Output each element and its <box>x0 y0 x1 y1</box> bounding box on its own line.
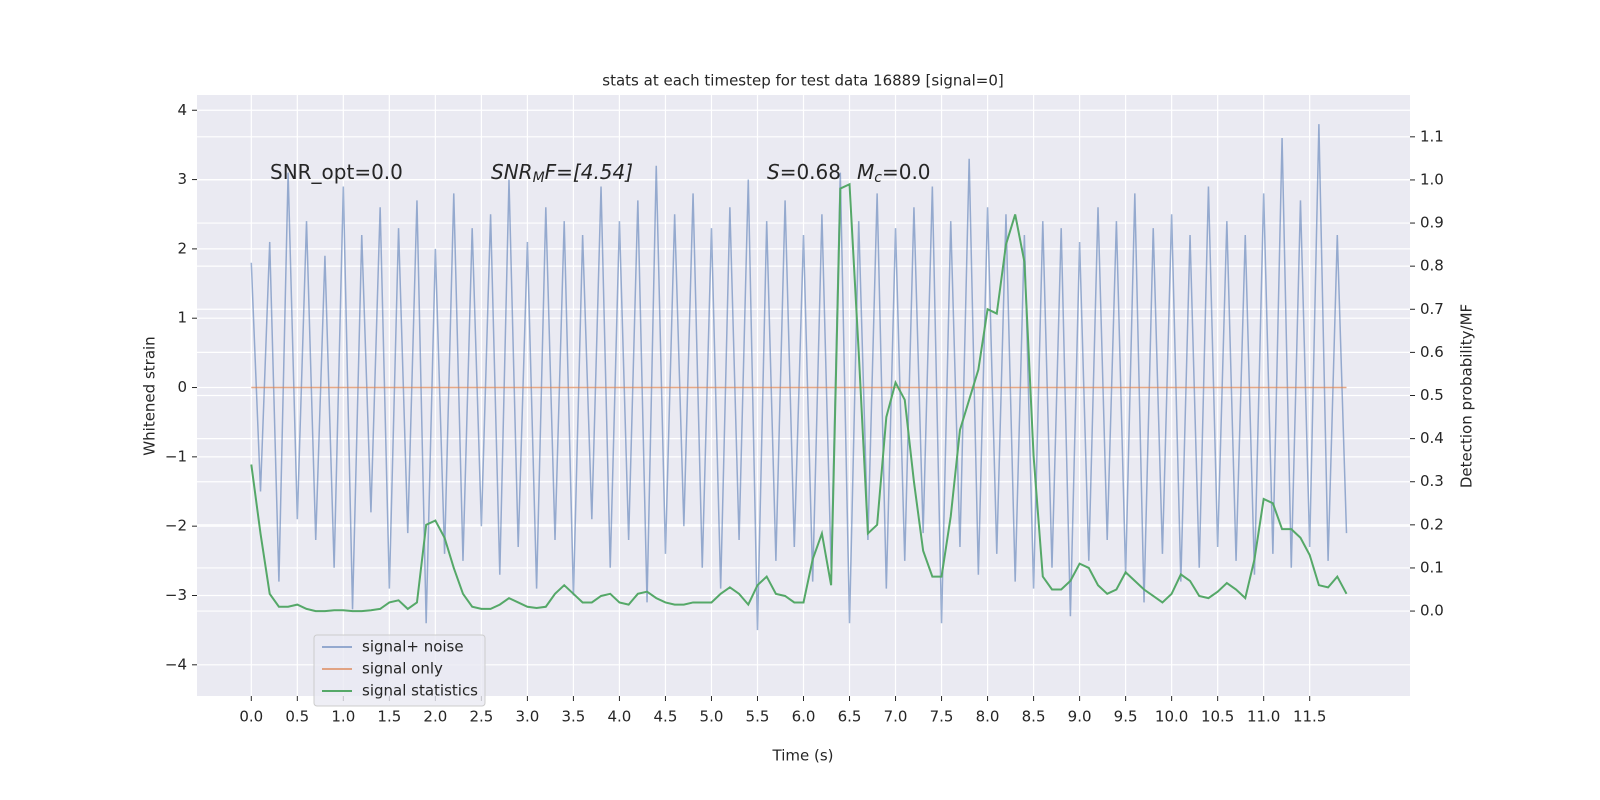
x-tick-label: 11.5 <box>1293 708 1326 726</box>
x-tick-label: 0.5 <box>285 708 309 726</box>
x-tick-label: 3.5 <box>561 708 585 726</box>
annotation-part: =0.0 <box>882 160 931 184</box>
y-tick-label: −1 <box>165 447 187 465</box>
annotation-part: M <box>857 160 874 184</box>
x-tick-label: 1.5 <box>377 708 401 726</box>
x-tick-label: 9.0 <box>1068 708 1092 726</box>
legend-box <box>313 634 486 707</box>
y2-tick-label: 0.5 <box>1420 386 1444 404</box>
y2-tick-label: 1.0 <box>1420 170 1444 188</box>
y-tick-label: −2 <box>165 517 187 535</box>
x-tick-label: 5.5 <box>746 708 770 726</box>
x-tick-label: 4.0 <box>608 708 632 726</box>
y-tick-label: 2 <box>177 239 187 257</box>
legend-label: signal statistics <box>362 682 478 700</box>
annotation: S=0.68 Mc=0.0 <box>767 160 931 187</box>
x-axis-label: Time (s) <box>772 747 834 765</box>
annotation: SNR_opt=0.0 <box>270 160 403 184</box>
y2-tick-label: 0.3 <box>1420 472 1444 490</box>
legend-label: signal only <box>362 660 443 678</box>
y-axis-label: Whitened strain <box>141 336 159 455</box>
x-tick-label: 6.5 <box>838 708 862 726</box>
y-tick-label: 3 <box>177 170 187 188</box>
legend-label: signal+ noise <box>362 638 464 656</box>
y2-tick-label: 0.2 <box>1420 515 1444 533</box>
y-tick-label: 4 <box>177 101 187 119</box>
y-tick-label: −4 <box>165 655 187 673</box>
y2-tick-label: 0.9 <box>1420 214 1444 232</box>
annotation-part: SNR_opt=0.0 <box>270 160 403 184</box>
x-tick-label: 11.0 <box>1247 708 1280 726</box>
y-tick-label: 1 <box>177 309 187 327</box>
annotation-part: =0.68 <box>780 160 841 184</box>
annotation-part: M <box>533 170 545 186</box>
annotation-part: F=[4.54] <box>545 160 633 184</box>
x-tick-label: 2.5 <box>469 708 493 726</box>
annotation-part: S <box>767 160 780 184</box>
annotation-part: SNR <box>491 160 533 184</box>
y2-tick-label: 0.8 <box>1420 257 1444 275</box>
y2-tick-label: 0.4 <box>1420 429 1444 447</box>
x-tick-label: 7.0 <box>884 708 908 726</box>
chart-title: stats at each timestep for test data 168… <box>602 72 1003 90</box>
y2-tick-label: 0.1 <box>1420 558 1444 576</box>
y2-tick-label: 0.0 <box>1420 602 1444 620</box>
x-tick-label: 9.5 <box>1114 708 1138 726</box>
x-tick-label: 5.0 <box>700 708 724 726</box>
series-line <box>250 182 1348 613</box>
x-tick-label: 0.0 <box>239 708 263 726</box>
x-tick-label: 6.0 <box>792 708 816 726</box>
x-tick-label: 7.5 <box>930 708 954 726</box>
x-tick-label: 8.5 <box>1022 708 1046 726</box>
x-tick-label: 8.0 <box>976 708 1000 726</box>
y2-tick-label: 0.6 <box>1420 343 1444 361</box>
series-line <box>250 124 1348 631</box>
x-tick-label: 2.0 <box>423 708 447 726</box>
x-tick-label: 10.0 <box>1155 708 1188 726</box>
y-tick-label: 0 <box>177 378 187 396</box>
y2-tick-label: 1.1 <box>1420 127 1444 145</box>
x-tick-label: 4.5 <box>654 708 678 726</box>
annotation-part: c <box>874 170 882 186</box>
y-tick-label: −3 <box>165 586 187 604</box>
y2-axis-label: Detection probability/MF <box>1458 304 1476 488</box>
x-tick-label: 1.0 <box>331 708 355 726</box>
x-tick-label: 3.0 <box>515 708 539 726</box>
x-tick-label: 10.5 <box>1201 708 1234 726</box>
y2-tick-label: 0.7 <box>1420 300 1444 318</box>
annotation: SNRMF=[4.54] <box>491 160 633 187</box>
